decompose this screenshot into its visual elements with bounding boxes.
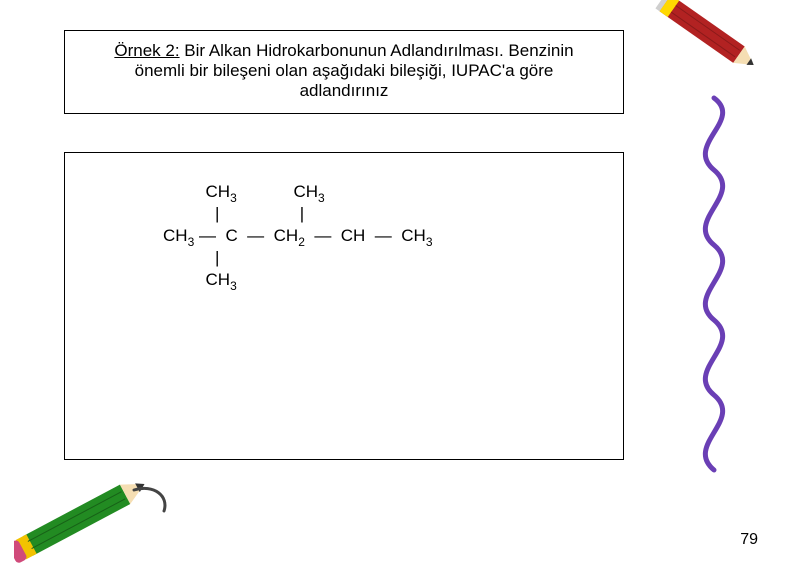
title-box: Örnek 2: Bir Alkan Hidrokarbonunun Adlan… [64,30,624,114]
ch2-group: CH [274,226,299,245]
ch3-group: CH [293,182,318,201]
pencil-bottom-decoration [14,456,184,571]
bond-horizontal: — [314,226,331,245]
title-line2: önemli bir bileşeni olan aşağıdaki bileş… [135,61,554,80]
ch-group: CH [341,226,366,245]
pencil-top-decoration [638,0,758,91]
bond-horizontal: — [375,226,392,245]
ch3-group: CH [206,270,231,289]
bond-vertical: | [215,204,219,223]
bond-horizontal: — [247,226,264,245]
squiggle-decoration [674,90,764,485]
title-label: Örnek 2: [114,41,179,60]
chemical-structure: CH3 CH3 | | CH3 — C — CH2 — CH — CH3 [163,181,433,291]
title-line1: Bir Alkan Hidrokarbonunun Adlandırılması… [180,41,574,60]
title-line3: adlandırınız [300,81,389,100]
diagram-box: CH3 CH3 | | CH3 — C — CH2 — CH — CH3 [64,152,624,460]
bond-vertical: | [215,248,219,267]
ch3-group: CH [206,182,231,201]
c-atom: C [225,226,237,245]
bond-vertical: | [300,204,304,223]
ch3-group: CH [163,226,188,245]
page-number: 79 [740,531,758,549]
bond-horizontal: — [199,226,216,245]
ch3-group: CH [401,226,426,245]
